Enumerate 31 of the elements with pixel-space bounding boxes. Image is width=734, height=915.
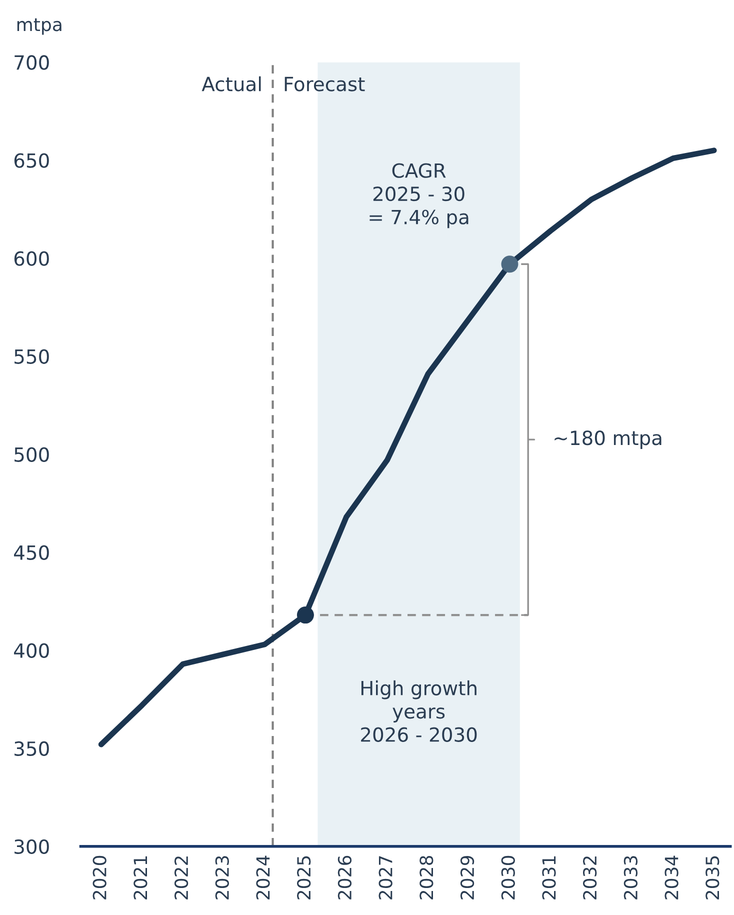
y-tick-label: 400 [14, 643, 49, 658]
x-tick-label: 2027 [378, 856, 392, 900]
y-axis-title: mtpa [17, 18, 62, 35]
x-tick-label: 2023 [215, 856, 229, 900]
annotation: CAGR 2025 - 30 = 7.4% pa [370, 163, 468, 228]
x-tick-label: 2035 [706, 856, 720, 900]
x-tick-label: 2033 [624, 856, 638, 900]
x-tick-label: 2026 [338, 856, 352, 900]
y-tick-label: 650 [14, 153, 49, 168]
y-tick-label: 700 [14, 55, 49, 70]
y-tick-label: 350 [14, 741, 49, 756]
annotation: ~180 mtpa [554, 430, 662, 450]
annotation: High growth years 2026 - 2030 [361, 680, 477, 742]
x-tick-label: 2020 [92, 856, 106, 900]
x-tick-label: 2028 [420, 856, 434, 900]
x-tick-label: 2034 [664, 856, 678, 900]
annotation: Actual [202, 76, 261, 92]
y-tick-label: 500 [14, 447, 49, 462]
x-tick-label: 2025 [297, 856, 311, 900]
x-tick-label: 2031 [542, 856, 556, 900]
y-tick-label: 550 [14, 349, 49, 364]
y-tick-label: 600 [14, 251, 49, 266]
x-tick-label: 2030 [501, 856, 515, 900]
x-tick-label: 2022 [174, 856, 188, 900]
y-tick-label: 450 [14, 545, 49, 560]
x-tick-label: 2024 [256, 856, 270, 900]
x-tick-label: 2021 [134, 856, 148, 900]
x-tick-label: 2029 [460, 856, 474, 900]
annotation: Forecast [284, 76, 365, 92]
x-tick-label: 2032 [583, 856, 597, 900]
y-tick-label: 300 [14, 839, 49, 854]
